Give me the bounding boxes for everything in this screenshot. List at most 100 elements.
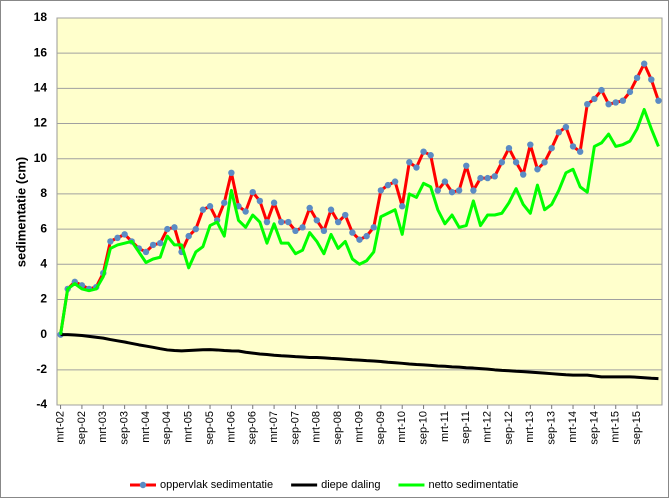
data-point — [306, 204, 313, 212]
x-tick-label: sep-13 — [546, 411, 558, 445]
x-tick-label: mrt-03 — [97, 411, 109, 443]
x-tick-label: mrt-02 — [54, 411, 66, 443]
data-point — [121, 231, 128, 238]
x-tick-label: sep-11 — [460, 411, 472, 444]
data-point — [192, 225, 199, 233]
data-point — [206, 203, 214, 210]
data-point — [221, 199, 228, 206]
x-tick-label: mrt-10 — [396, 411, 408, 443]
data-point — [199, 206, 207, 213]
data-point — [399, 203, 406, 210]
data-point — [263, 218, 271, 226]
x-tick-label: sep-15 — [631, 411, 643, 445]
y-tick-label: 18 — [34, 10, 48, 24]
data-point — [377, 187, 385, 194]
legend-marker — [139, 481, 147, 489]
x-tick-label: mrt-05 — [183, 411, 195, 443]
data-point — [612, 99, 619, 106]
data-point — [157, 239, 164, 247]
data-point — [555, 129, 562, 136]
x-tick-label: mrt-06 — [225, 411, 237, 443]
data-point — [228, 169, 235, 176]
data-point — [356, 236, 363, 243]
data-point — [562, 123, 570, 131]
data-point — [633, 74, 641, 82]
data-point — [185, 232, 192, 240]
data-point — [591, 95, 598, 103]
data-point — [342, 211, 349, 219]
data-point — [641, 60, 648, 67]
data-point — [569, 143, 577, 150]
x-tick-label: sep-03 — [119, 411, 131, 445]
data-point — [384, 181, 392, 189]
data-point — [114, 234, 121, 242]
data-point — [285, 218, 292, 226]
data-point — [655, 97, 662, 104]
data-point — [491, 173, 498, 180]
y-tick-label: -4 — [36, 397, 47, 411]
y-tick-label: 2 — [40, 292, 47, 306]
legend-label: diepe daling — [321, 479, 380, 491]
x-tick-label: sep-09 — [375, 411, 387, 445]
x-tick-label: mrt-09 — [353, 411, 365, 443]
x-tick-label: sep-07 — [289, 411, 301, 445]
y-tick-label: 4 — [40, 256, 47, 270]
y-tick-label: 12 — [34, 116, 48, 130]
data-point — [320, 227, 328, 235]
data-point — [484, 174, 491, 182]
y-tick-label: 16 — [34, 45, 48, 59]
data-point — [520, 171, 527, 178]
data-point — [527, 141, 534, 148]
series-line — [59, 107, 660, 335]
x-tick-label: sep-02 — [76, 411, 88, 445]
series-line — [60, 333, 659, 381]
data-point — [349, 229, 356, 236]
data-point — [242, 208, 249, 215]
data-point — [505, 144, 513, 152]
data-point — [413, 164, 420, 171]
data-point — [626, 88, 634, 96]
y-tick-label: -2 — [36, 362, 47, 376]
data-point — [142, 248, 150, 256]
data-point — [455, 187, 463, 194]
x-tick-label: mrt-13 — [524, 411, 536, 443]
x-tick-label: mrt-12 — [482, 411, 494, 443]
x-tick-label: mrt-14 — [567, 411, 579, 443]
data-point — [448, 188, 456, 196]
x-tick-label: sep-08 — [332, 411, 344, 445]
data-point — [149, 241, 157, 249]
data-point — [541, 159, 548, 166]
data-point — [534, 166, 541, 173]
x-tick-label: sep-12 — [503, 411, 515, 445]
data-point — [363, 232, 370, 240]
data-point — [598, 86, 605, 94]
x-tick-label: mrt-11 — [439, 411, 451, 442]
x-tick-label: sep-14 — [588, 411, 600, 445]
y-tick-label: 14 — [34, 81, 48, 95]
x-tick-label: sep-05 — [204, 411, 216, 445]
data-point — [648, 76, 655, 83]
data-point — [477, 174, 484, 182]
data-point — [313, 217, 320, 224]
data-point — [512, 159, 520, 166]
x-tick-label: sep-10 — [417, 411, 429, 445]
y-tick-label: 6 — [40, 221, 47, 235]
data-point — [278, 218, 285, 226]
x-tick-label: mrt-07 — [268, 411, 280, 443]
data-point — [164, 225, 171, 233]
y-axis-label: sedimentatie (cm) — [13, 157, 28, 268]
data-point — [584, 100, 591, 108]
data-point — [107, 238, 114, 245]
x-tick-label: mrt-15 — [610, 411, 622, 443]
data-point — [292, 227, 299, 235]
data-point — [391, 178, 399, 185]
data-point — [498, 159, 506, 166]
data-point — [299, 224, 306, 231]
y-tick-label: 10 — [34, 151, 48, 165]
legend-label: oppervlak sedimentatie — [160, 479, 273, 491]
data-point — [548, 144, 555, 152]
x-tick-label: mrt-04 — [140, 411, 152, 443]
data-point — [334, 218, 342, 226]
data-point — [605, 100, 612, 108]
legend-label: netto sedimentatie — [428, 479, 518, 491]
